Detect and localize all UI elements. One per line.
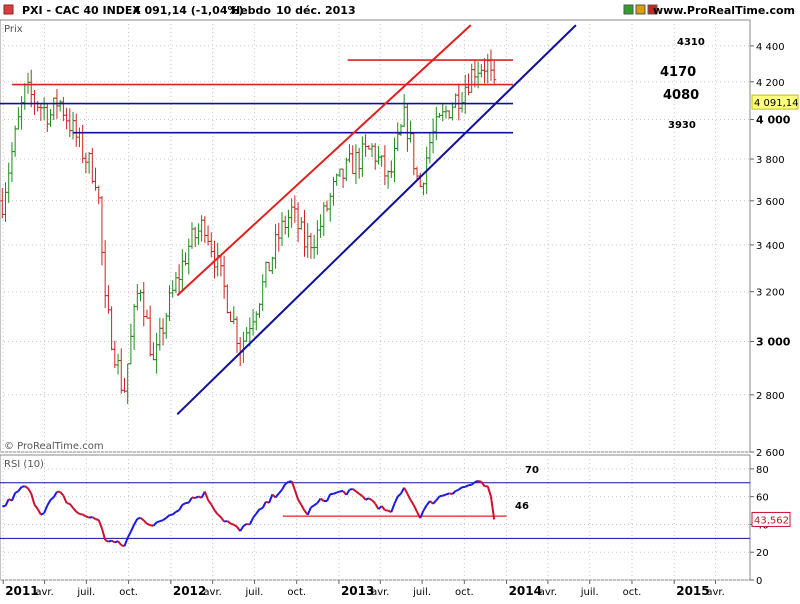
window-yellow-button[interactable] [636, 5, 645, 14]
date-label: 10 déc. 2013 [276, 4, 356, 17]
price-tick-label: 2 600 [756, 448, 785, 459]
rsi-segment [41, 513, 44, 514]
price-tick-label: 3 600 [756, 197, 785, 208]
x-tick-label: oct. [455, 587, 474, 598]
x-tick-label: oct. [623, 587, 642, 598]
rsi-segment [443, 495, 446, 496]
rsi-segment [440, 496, 443, 497]
x-tick-label: juil. [580, 587, 599, 598]
rsi-panel [0, 455, 750, 580]
price-panel-label: Prix [4, 24, 23, 35]
period-label: Hebdo [231, 4, 271, 17]
rsi-tick-label: 20 [756, 548, 769, 559]
price-tick-label: 3 200 [756, 288, 785, 299]
rsi-segment [195, 496, 198, 498]
rsi-tick-label: 0 [756, 576, 762, 587]
rsi-segment [366, 498, 369, 499]
rsi-segment [333, 493, 336, 494]
rsi-segment [475, 481, 478, 482]
rsi-segment [22, 486, 25, 487]
rsi-segment [169, 515, 172, 516]
last-price-tag: 4 091,14 [754, 98, 799, 109]
price-tick-label: 4 000 [756, 113, 791, 126]
instrument-menu-icon[interactable] [4, 5, 13, 14]
rsi-segment [478, 481, 481, 482]
level-label-4080: 4080 [663, 88, 699, 103]
rsi-axis: 80604020043,562 [750, 465, 790, 587]
rsi-level-label-70: 70 [525, 465, 539, 476]
rsi-segment [337, 491, 340, 492]
x-tick-label: avr. [203, 587, 221, 598]
level-label-4310: 4310 [677, 37, 705, 48]
price-tick-label: 3 000 [756, 336, 791, 349]
last-value: 4 091,14 (-1,04%) [133, 4, 244, 17]
website-label: www.ProRealTime.com [653, 4, 795, 17]
level-label-4170: 4170 [660, 65, 696, 80]
rsi-segment [67, 503, 70, 504]
x-tick-label: 2015 [676, 584, 709, 598]
x-tick-label: oct. [287, 587, 306, 598]
price-tick-label: 3 800 [756, 155, 785, 166]
x-tick-label: 2014 [509, 584, 542, 598]
time-axis: 2011avr.juil.oct.2012avr.juil.oct.2013av… [3, 580, 725, 598]
price-tick-label: 3 400 [756, 241, 785, 252]
x-tick-label: 2013 [341, 584, 374, 598]
x-tick-label: 2012 [173, 584, 206, 598]
instrument-title: PXI - CAC 40 INDEX [22, 4, 141, 17]
window-green-button[interactable] [624, 5, 633, 14]
price-tick-label: 2 800 [756, 391, 785, 402]
x-tick-label: avr. [539, 587, 557, 598]
x-tick-label: 2011 [5, 584, 38, 598]
rsi-segment [231, 524, 234, 525]
price-axis: 4 400 4 200 4 000 3 800 3 600 3 400 3 200 3 000… [750, 42, 799, 459]
price-tick-label: 4 200 [756, 78, 785, 89]
rsi-segment [446, 493, 449, 494]
watermark: © ProRealTime.com [4, 441, 104, 452]
level-label-3930: 3930 [668, 120, 696, 131]
x-tick-label: oct. [119, 587, 138, 598]
x-tick-label: avr. [706, 587, 724, 598]
rsi-segment [157, 521, 160, 522]
rsi-segment [449, 493, 452, 494]
price-tick-label: 4 400 [756, 42, 785, 53]
rsi-segment [224, 521, 227, 522]
rsi-segment [465, 485, 468, 487]
x-tick-label: juil. [245, 587, 264, 598]
rsi-segment [108, 541, 111, 542]
rsi-segment [259, 508, 262, 509]
x-tick-label: avr. [35, 587, 53, 598]
rsi-segment [89, 517, 92, 518]
rsi-tick-label: 60 [756, 493, 769, 504]
x-tick-label: avr. [371, 587, 389, 598]
rsi-segment [86, 516, 89, 517]
rsi-segment [96, 519, 99, 520]
rsi-segment [160, 520, 163, 521]
x-tick-label: juil. [76, 587, 95, 598]
rsi-level-label-46: 46 [515, 501, 529, 512]
rsi-segment [147, 524, 150, 525]
rsi-segment [79, 514, 82, 515]
rsi-panel-label: RSI (10) [4, 459, 44, 470]
rsi-tick-label: 80 [756, 465, 769, 476]
rsi-value-tag: 43,562 [754, 515, 789, 526]
rsi-segment [456, 490, 459, 491]
rsi-segment [468, 485, 471, 486]
x-tick-label: juil. [412, 587, 431, 598]
